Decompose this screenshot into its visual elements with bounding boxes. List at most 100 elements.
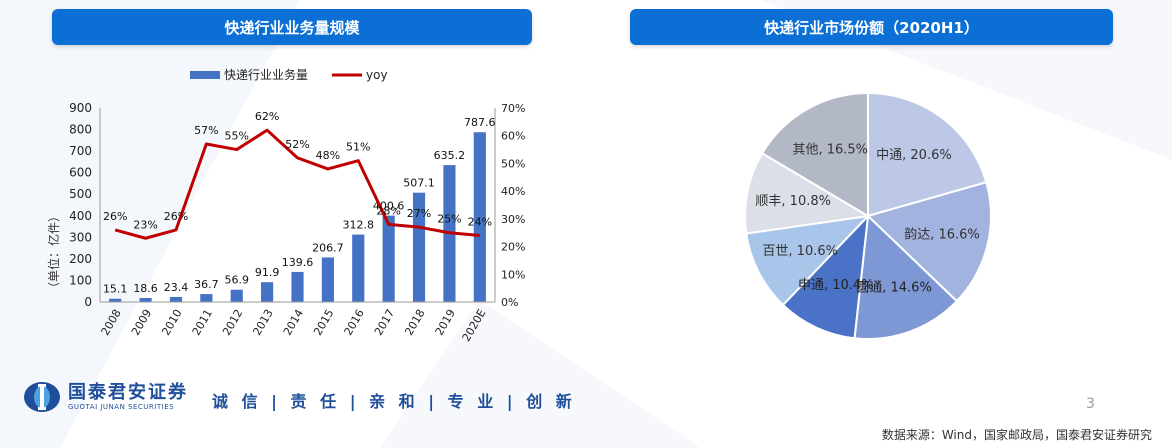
bar-value-label: 91.9: [255, 266, 280, 279]
bar: [352, 234, 365, 302]
pie-slice-label: 圆通, 14.6%: [856, 281, 932, 296]
pie-slice: [781, 213, 870, 340]
pie-slice-label: 其他, 16.5%: [792, 143, 868, 158]
y-tick-left: 100: [69, 273, 92, 287]
pie-slice: [866, 181, 992, 303]
right-panel-title: 快递行业市场份额（2020H1）: [630, 9, 1113, 45]
y-axis-right: 0% 10% 20% 30% 40% 50% 60% 70%: [494, 102, 525, 309]
x-tick-label: 2009: [129, 307, 154, 338]
pie-labels: 中通, 20.6% 韵达, 16.6% 圆通, 14.6%申通, 10.4% 百世, …: [755, 143, 979, 296]
bar: [412, 192, 426, 302]
page-number: 3: [1086, 396, 1095, 412]
yoy-value-label: 57%: [194, 124, 218, 137]
x-tick-label: 2017: [372, 307, 397, 338]
bar-value-label: 312.8: [343, 219, 375, 232]
bar-value-label: 139.6: [282, 256, 314, 269]
pie-slice: [760, 91, 869, 218]
logo-text-cn: 国泰君安证券: [68, 382, 188, 403]
y-tick-right: 50%: [501, 157, 525, 170]
y-tick-left: 800: [69, 123, 92, 137]
yoy-value-label: 51%: [346, 141, 370, 154]
yoy-value-label: 55%: [225, 130, 249, 143]
bar-value-label: 18.6: [133, 282, 158, 295]
bar: [200, 294, 213, 302]
pie-slice: [745, 214, 871, 307]
legend-bar-swatch: [190, 71, 220, 79]
bar: [382, 215, 395, 302]
x-tick-label: 2013: [250, 307, 275, 338]
y-axis-left: 0 100 200 300 400 500 600 700 800 900: [69, 101, 101, 309]
y-tick-right: 70%: [501, 102, 525, 115]
x-tick-label: 2019: [433, 307, 458, 338]
yoy-value-label: 52%: [285, 138, 309, 151]
pie-slice-label: 顺丰, 10.8%: [755, 194, 831, 209]
yoy-value-label: 26%: [164, 210, 188, 223]
market-share-pie: 中通, 20.6% 韵达, 16.6% 圆通, 14.6%申通, 10.4% 百世, …: [744, 91, 992, 340]
x-tick-label: 2020E: [460, 307, 489, 344]
company-slogan: 诚 信 | 责 任 | 亲 和 | 专 业 | 创 新: [212, 392, 576, 411]
logo-emblem-icon: [24, 382, 60, 412]
y-tick-left: 600: [69, 166, 92, 180]
y-tick-left: 900: [69, 101, 92, 115]
bar: [321, 257, 334, 302]
yoy-data-labels: 26% 23% 26% 57% 55% 62% 52% 48% 51% 28% 27% 25% 24%: [103, 110, 492, 231]
bar: [139, 297, 152, 302]
bar-value-label: 56.9: [224, 274, 249, 287]
x-tick-label: 2018: [402, 307, 427, 338]
y-tick-left: 200: [69, 252, 92, 266]
bar: [109, 298, 122, 302]
bar: [169, 296, 183, 302]
bar-value-label: 23.4: [164, 281, 189, 294]
yoy-value-label: 23%: [133, 218, 157, 231]
pie-slice-label: 百世, 10.6%: [762, 244, 838, 259]
yoy-line-series: [114, 128, 480, 240]
bar-value-label: 206.7: [312, 241, 344, 254]
yoy-value-label: 25%: [437, 213, 461, 226]
bar: [230, 289, 243, 302]
y-axis-label: （单位：亿件）: [46, 210, 61, 294]
bar-value-label: 635.2: [434, 149, 466, 162]
pie-slice-label: 申通, 10.4%: [798, 278, 874, 293]
pie-slice-label: 中通, 20.6%: [876, 148, 952, 163]
y-tick-left: 0: [84, 295, 92, 309]
yoy-value-label: 27%: [407, 207, 431, 220]
x-tick-label: 2008: [99, 307, 124, 338]
y-tick-right: 0%: [501, 296, 518, 309]
y-tick-right: 60%: [501, 130, 525, 143]
bar-value-label: 787.6: [464, 116, 496, 129]
legend-line-label: yoy: [366, 68, 388, 82]
y-tick-left: 700: [69, 144, 92, 158]
legend-bar-label: 快递行业业务量: [224, 67, 308, 82]
pie-slice: [853, 213, 959, 340]
bar: [291, 271, 304, 302]
data-source: 数据来源：Wind，国家邮政局，国泰君安证券研究: [881, 428, 1152, 442]
bar-value-label: 507.1: [403, 177, 435, 190]
logo-text-en: GUOTAI JUNAN SECURITIES: [68, 403, 175, 411]
bar: [261, 282, 274, 302]
bar: [473, 132, 486, 302]
x-axis: 2008 2009 2010 2011 2012 2013 2014 2015 2016 2017…: [99, 301, 495, 344]
x-tick-label: 2016: [342, 307, 367, 338]
bar-value-label: 36.7: [194, 278, 219, 291]
y-tick-left: 400: [69, 209, 92, 223]
y-tick-right: 10%: [501, 268, 525, 281]
pie-slices: [744, 91, 992, 340]
y-tick-left: 500: [69, 187, 92, 201]
pie-slice: [744, 151, 871, 235]
x-tick-label: 2014: [281, 307, 306, 338]
yoy-value-label: 28%: [376, 204, 400, 217]
y-tick-right: 40%: [501, 185, 525, 198]
company-logo: 国泰君安证券 GUOTAI JUNAN SECURITIES: [22, 380, 188, 414]
x-tick-label: 2012: [220, 307, 245, 338]
left-panel-title: 快递行业业务量规模: [52, 9, 532, 45]
x-tick-label: 2015: [311, 307, 336, 338]
x-tick-label: 2011: [190, 307, 215, 338]
pie-slice: [867, 91, 988, 218]
pie-slice-label: 韵达, 16.6%: [904, 227, 980, 242]
yoy-value-label: 62%: [255, 110, 279, 123]
x-tick-label: 2010: [159, 307, 184, 338]
yoy-value-label: 24%: [468, 215, 492, 228]
y-tick-left: 300: [69, 230, 92, 244]
business-volume-chart: 快递行业业务量 yoy 0 100 200 300 400 500 600 700 800 900…: [46, 67, 525, 344]
